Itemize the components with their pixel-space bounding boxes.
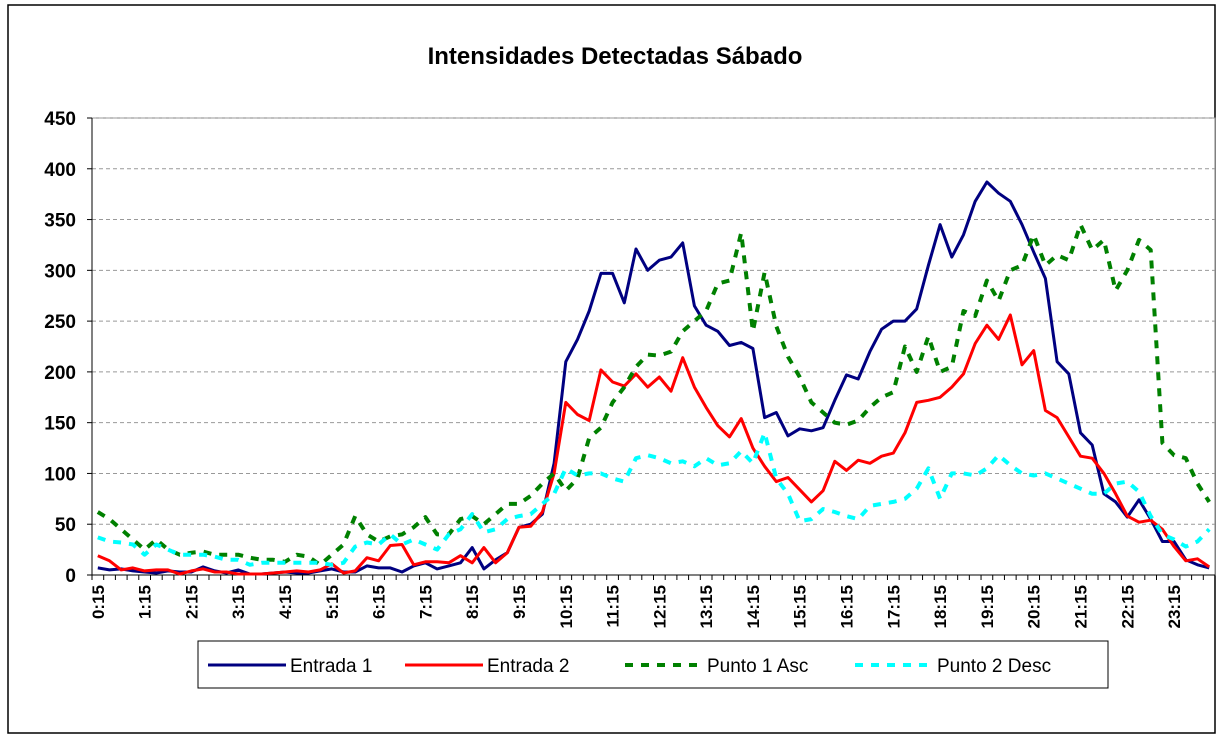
series-line: [97, 430, 1211, 567]
x-tick-label: 21:15: [1071, 585, 1090, 628]
y-tick-label: 50: [55, 515, 76, 536]
legend-label: Punto 2 Desc: [937, 656, 1051, 677]
x-tick-label: 19:15: [978, 585, 997, 628]
x-tick-label: 2:15: [182, 585, 201, 619]
x-tick-label: 12:15: [650, 585, 669, 628]
x-tick-label: 4:15: [276, 585, 295, 619]
x-tick-label: 0:15: [89, 585, 108, 619]
y-tick-label: 450: [44, 109, 76, 130]
y-tick-label: 350: [44, 211, 76, 232]
x-tick-label: 6:15: [370, 585, 389, 619]
x-tick-label: 14:15: [744, 585, 763, 628]
y-tick-label: 200: [44, 363, 76, 384]
x-tick-label: 3:15: [229, 585, 248, 619]
y-tick-label: 150: [44, 414, 76, 435]
x-tick-label: 8:15: [463, 585, 482, 619]
series-line: [97, 313, 1211, 576]
x-tick-label: 7:15: [416, 585, 435, 619]
x-tick-label: 1:15: [136, 585, 155, 619]
legend-box: [197, 640, 1109, 689]
legend-label: Entrada 2: [487, 656, 569, 677]
x-tick-label: 5:15: [323, 585, 342, 619]
x-tick-label: 16:15: [838, 585, 857, 628]
y-tick-label: 0: [65, 566, 76, 587]
x-tick-label: 11:15: [604, 585, 623, 628]
y-tick-label: 300: [44, 261, 76, 282]
x-tick-label: 13:15: [697, 585, 716, 628]
y-tick-label: 250: [44, 312, 76, 333]
legend-label: Entrada 1: [290, 656, 372, 677]
legend-label: Punto 1 Asc: [707, 656, 808, 677]
y-tick-label: 400: [44, 160, 76, 181]
x-tick-label: 17:15: [884, 585, 903, 628]
x-tick-label: 23:15: [1165, 585, 1184, 628]
x-tick-label: 22:15: [1118, 585, 1137, 628]
x-tick-label: 10:15: [557, 585, 576, 628]
x-tick-label: 18:15: [931, 585, 950, 628]
x-tick-label: 9:15: [510, 585, 529, 619]
chart-title: Intensidades Detectadas Sábado: [428, 43, 803, 70]
x-tick-label: 15:15: [791, 585, 810, 628]
plot-area: [91, 117, 1216, 576]
y-tick-label: 100: [44, 464, 76, 485]
x-tick-label: 20:15: [1025, 585, 1044, 628]
